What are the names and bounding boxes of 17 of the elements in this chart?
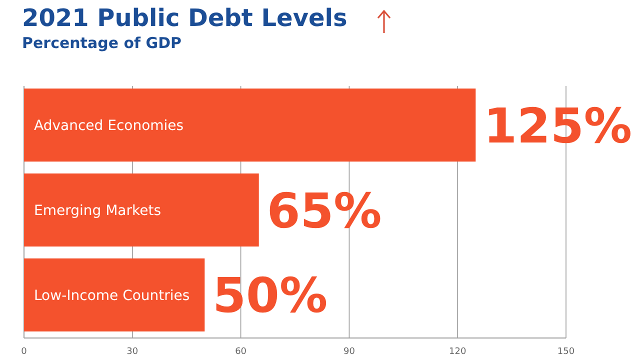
- bar: [24, 173, 259, 247]
- y-tick-label: Advanced Economies: [34, 118, 184, 134]
- data-label: 65%: [266, 183, 382, 240]
- data-label: 125%: [484, 98, 632, 154]
- data-label: 50%: [212, 268, 328, 324]
- x-tick-label: 150: [557, 347, 575, 357]
- x-tick-label: 120: [449, 347, 466, 357]
- bar: [24, 258, 205, 332]
- x-tick-label: 30: [126, 347, 138, 357]
- chart-title: 2021 Public Debt Levels: [22, 4, 348, 32]
- y-tick-label: Low-Income Countries: [34, 288, 190, 304]
- x-tick-label: 60: [235, 347, 247, 357]
- x-tick-label: 0: [21, 347, 28, 357]
- chart-subtitle: Percentage of GDP: [22, 34, 182, 52]
- y-tick-label: Emerging Markets: [34, 202, 162, 219]
- bar: [24, 88, 476, 162]
- x-tick-label: 90: [343, 347, 356, 357]
